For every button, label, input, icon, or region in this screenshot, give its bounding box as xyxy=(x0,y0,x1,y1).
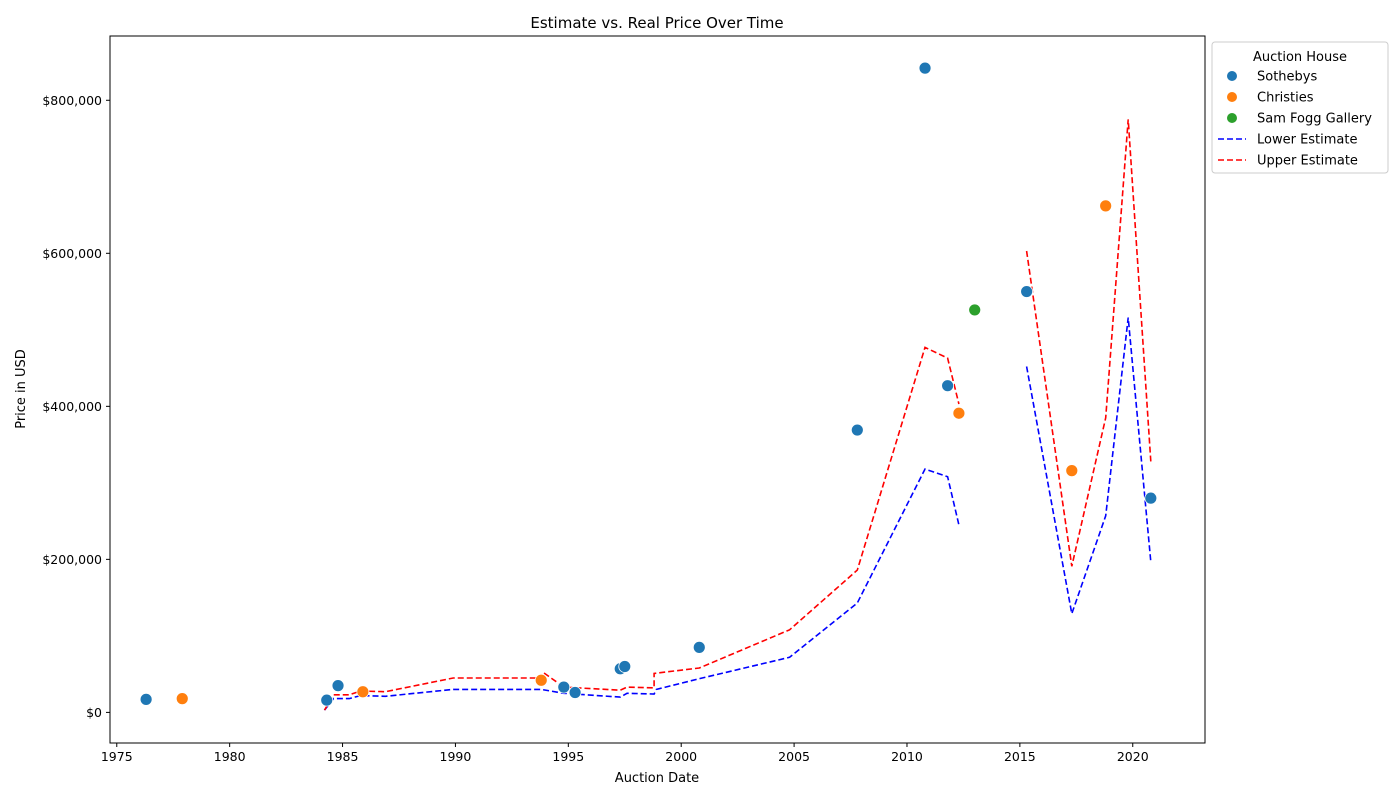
upper-estimate-line xyxy=(323,346,960,711)
x-tick-label: 2005 xyxy=(778,749,810,764)
x-tick-label: 1990 xyxy=(440,749,472,764)
sam-fogg-gallery-legend-label: Sam Fogg Gallery xyxy=(1257,112,1372,127)
x-tick-label: 1980 xyxy=(214,749,246,764)
y-axis-label: Price in USD xyxy=(14,349,29,429)
christies-point xyxy=(1065,464,1079,478)
sam-fogg-gallery-point xyxy=(968,303,982,317)
sothebys-point xyxy=(941,379,955,393)
legend: Auction House Sothebys Christies Sam Fogg … xyxy=(1211,41,1389,174)
sothebys-point xyxy=(850,423,864,437)
x-axis-label: Auction Date xyxy=(615,771,699,786)
christies-legend-label: Christies xyxy=(1257,91,1314,106)
scatter-points xyxy=(139,61,1158,707)
christies-point xyxy=(356,685,370,699)
sothebys-point xyxy=(320,693,334,707)
x-tick-label: 2010 xyxy=(891,749,923,764)
y-tick-label: $400,000 xyxy=(42,399,102,414)
christies-point xyxy=(534,673,548,687)
x-tick-label: 1985 xyxy=(327,749,359,764)
y-tick-label: $0 xyxy=(86,705,102,720)
chart-title: Estimate vs. Real Price Over Time xyxy=(530,14,783,32)
sam-fogg-gallery-legend-swatch xyxy=(1227,113,1237,123)
x-tick-label: 1975 xyxy=(101,749,133,764)
x-tick-label: 1995 xyxy=(552,749,584,764)
christies-point xyxy=(952,406,966,420)
x-tick-label: 2000 xyxy=(665,749,697,764)
sothebys-point xyxy=(568,686,582,699)
upper-estimate-legend-label: Upper Estimate xyxy=(1257,154,1358,169)
sothebys-point xyxy=(139,692,153,706)
lower-estimate-legend-label: Lower Estimate xyxy=(1257,133,1358,148)
x-axis: 1975 1980 1985 1990 1995 2000 2005 2010 2015 2020 xyxy=(101,743,1149,764)
lower-estimate-line xyxy=(323,468,960,711)
sothebys-legend-swatch xyxy=(1227,71,1237,81)
sothebys-point xyxy=(618,660,632,673)
lower-estimate-line xyxy=(1025,317,1152,617)
x-tick-label: 2015 xyxy=(1004,749,1036,764)
upper-estimate-line xyxy=(1025,119,1152,567)
sothebys-point xyxy=(918,61,932,75)
plot-area xyxy=(109,35,1206,744)
christies-point xyxy=(1099,199,1113,213)
legend-title: Auction House xyxy=(1253,50,1347,65)
christies-legend-swatch xyxy=(1227,92,1237,102)
y-tick-label: $800,000 xyxy=(42,93,102,108)
sothebys-point xyxy=(692,640,706,654)
sothebys-point xyxy=(557,680,571,694)
x-tick-label: 2020 xyxy=(1117,749,1149,764)
sothebys-point xyxy=(331,679,345,693)
y-tick-label: $600,000 xyxy=(42,246,102,261)
sothebys-point xyxy=(1020,285,1034,298)
y-axis: $0 $200,000 $400,000 $600,000 $800,000 xyxy=(42,93,110,720)
christies-point xyxy=(175,692,189,706)
sothebys-point xyxy=(1144,491,1158,505)
estimate-lines xyxy=(323,119,1152,711)
sothebys-legend-label: Sothebys xyxy=(1257,70,1317,85)
legend-frame xyxy=(1211,41,1389,174)
y-tick-label: $200,000 xyxy=(42,552,102,567)
